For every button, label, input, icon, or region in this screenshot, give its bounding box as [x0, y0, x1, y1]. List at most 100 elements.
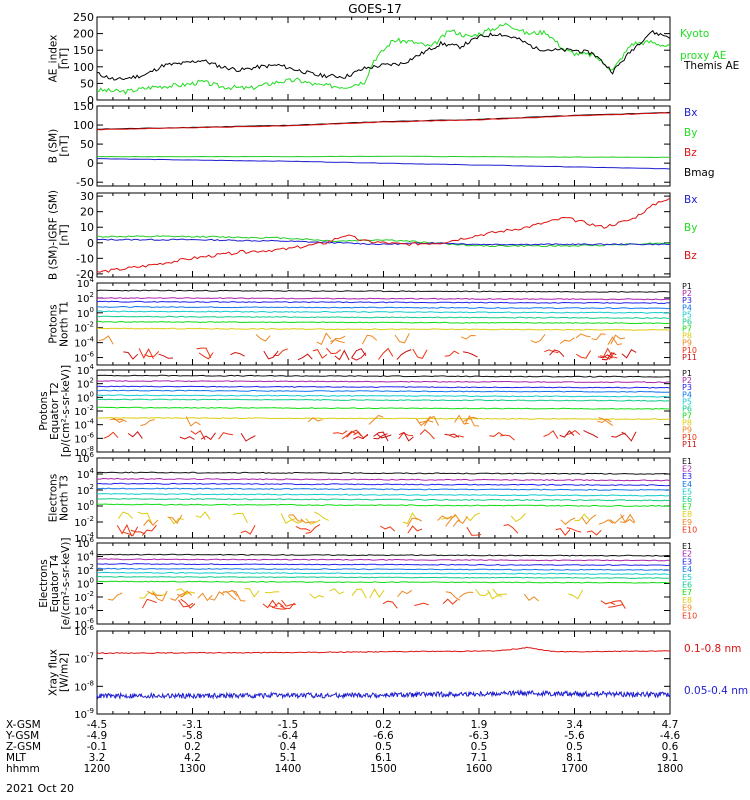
series-channel-6	[96, 315, 671, 319]
panel-bsm: -50 0 50 100 150 B (SM) [nT] Bx By Bz Bmag	[48, 100, 715, 189]
y-axis-label: Electrons	[48, 474, 60, 523]
series-channel-10-segment	[218, 432, 233, 440]
legend-item: P3	[682, 383, 692, 392]
series-channel-11-segment	[127, 431, 143, 439]
x-axis-value: -5.8	[182, 730, 203, 742]
y-axis-label: North T1	[59, 301, 71, 347]
series-channel-8-segment	[465, 512, 481, 522]
series-channel-9-segment	[143, 519, 159, 526]
series-channel-10-segment	[141, 598, 157, 609]
y-tick-label: 10-2	[74, 590, 94, 604]
series-channel-11-segment	[179, 436, 195, 440]
x-axis-value: 8.1	[566, 752, 583, 764]
y-axis-label: [p/(cm²-s-sr-keV)]	[60, 365, 72, 457]
series-channel-10-segment	[138, 348, 154, 359]
y-tick-label: 10	[80, 221, 94, 234]
y-tick-label: 150	[73, 44, 94, 57]
series-channel-8-segment	[232, 512, 248, 523]
series-channel-10-segment	[341, 430, 357, 440]
series-channel-7	[96, 503, 671, 507]
series-by	[96, 155, 670, 159]
series-channel-10-segment	[565, 429, 581, 436]
series-channel-11-segment	[597, 354, 613, 359]
series-channel-8-segment	[510, 512, 526, 523]
series-channel-9-segment	[560, 517, 576, 525]
y-tick-label: 104	[77, 467, 95, 481]
x-axis-value: 4.2	[184, 752, 201, 764]
series-channel-10-segment	[599, 352, 615, 360]
x-axis-row-label: Y-GSM	[5, 730, 39, 742]
legend-item: P4	[682, 390, 692, 399]
series-channel-10-segment	[269, 602, 284, 608]
series-by	[96, 235, 671, 248]
x-axis-value: 3.2	[89, 752, 106, 764]
series-channel-8-segment	[139, 591, 154, 599]
y-tick-label: 100	[77, 306, 94, 320]
series-bx	[97, 158, 671, 170]
x-axis-value: -6.3	[469, 730, 490, 742]
x-axis-value: 1700	[561, 763, 588, 775]
series-channel-9-segment	[464, 414, 480, 427]
y-tick-exponent: -7	[87, 652, 94, 660]
series-channel-10-segment	[123, 526, 139, 537]
y-axis-label: Equator T4	[49, 554, 61, 612]
y-tick-label: 30	[80, 190, 94, 203]
y-tick-label: -20	[76, 268, 94, 281]
y-tick-exponent: -2	[87, 515, 94, 523]
series-channel-4	[96, 487, 671, 491]
y-axis-label: [nT]	[59, 48, 71, 69]
series-channel-3	[96, 563, 671, 567]
series-channel-9-segment	[197, 592, 213, 602]
series-channel-11-segment	[353, 433, 369, 440]
y-tick-label: 100	[77, 499, 94, 513]
y-axis-label: B (SM)-IGRF (SM)	[48, 190, 60, 280]
y-axis-label: Equator T2	[49, 382, 61, 440]
series-channel-11-segment	[444, 433, 460, 438]
legend-item: E10	[682, 611, 697, 620]
x-axis-value: 0.5	[375, 741, 392, 753]
series-channel-8-segment	[369, 588, 385, 599]
series-channel-11-segment	[376, 433, 392, 439]
series-channel-10-segment	[332, 430, 348, 435]
y-tick-exponent: 6	[90, 451, 95, 459]
x-axis-value: 0.5	[471, 741, 488, 753]
series-channel-1	[96, 289, 671, 293]
series-channel-4	[97, 305, 671, 310]
legend-item: By	[684, 127, 697, 139]
y-tick-exponent: 0	[90, 306, 94, 314]
y-tick-exponent: 2	[90, 291, 94, 299]
series-channel-11-segment	[601, 352, 617, 361]
series-channel-9-segment	[559, 337, 575, 345]
legend-item: E7	[682, 503, 692, 512]
y-tick-label: 100	[73, 119, 94, 132]
panel-frame	[96, 630, 671, 715]
series-channel-10-segment	[444, 350, 460, 357]
series-channel-6	[96, 398, 671, 402]
series-channel-10-segment	[600, 600, 616, 606]
series-channel-9-segment	[423, 415, 440, 427]
y-tick-label: 10-4	[74, 531, 94, 545]
series-channel-11-segment	[462, 351, 478, 358]
y-tick-exponent: -4	[87, 604, 95, 612]
legend-item: E3	[682, 557, 692, 566]
series-channel-6	[96, 498, 671, 502]
legend-item: P9	[682, 426, 692, 435]
y-axis-label: Xray flux	[48, 649, 60, 696]
series-channel-9-segment	[598, 519, 614, 525]
series-channel-9-segment	[316, 332, 332, 345]
y-tick-label: 104	[77, 276, 95, 290]
y-tick-label: 102	[77, 377, 94, 391]
y-tick-exponent: -6	[87, 431, 95, 439]
series-channel-9-segment	[437, 515, 453, 521]
series-channel-9-segment	[445, 513, 461, 527]
x-axis-value: 6.1	[375, 752, 392, 764]
series-channel-8-segment	[314, 511, 329, 521]
y-axis-label: B (SM)	[48, 129, 60, 163]
series-channel-8-segment	[474, 588, 491, 597]
series-channel-9-segment	[98, 335, 114, 345]
series-channel-10-segment	[262, 599, 278, 609]
panel-frame	[96, 457, 671, 539]
x-axis-value: -4.9	[87, 730, 108, 742]
